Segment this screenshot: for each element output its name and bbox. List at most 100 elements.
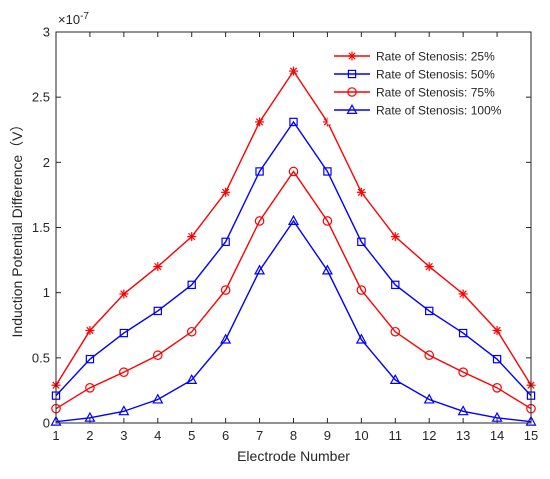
data-point-triangle [389, 373, 401, 384]
data-point-asterisk [458, 289, 468, 299]
asterisk-stroke [459, 290, 467, 298]
data-point-square [347, 69, 357, 79]
asterisk-stroke [188, 232, 196, 241]
x-tick-label: 6 [222, 428, 229, 443]
asterisk-stroke [425, 262, 433, 271]
asterisk-stroke [391, 232, 399, 241]
asterisk-stroke [120, 290, 128, 298]
y-tick-label: 0.5 [32, 350, 50, 365]
data-point-square [425, 306, 434, 316]
x-tick-label: 1 [52, 428, 59, 443]
y-axis-label: Induction Potential Difference（V） [9, 118, 25, 338]
data-point-square [187, 280, 196, 290]
y-tick-label: 2.5 [32, 90, 50, 105]
data-point-square [221, 237, 230, 247]
data-point-triangle [457, 405, 469, 416]
asterisk-stroke [348, 52, 356, 60]
y-axis-exponent-base: ×10 [58, 12, 80, 27]
data-point-circle [119, 367, 129, 377]
data-point-asterisk [85, 325, 95, 335]
data-point-triangle [152, 393, 164, 404]
data-point-triangle [423, 393, 435, 404]
x-tick-label: 13 [456, 428, 470, 443]
data-point-asterisk [424, 262, 434, 272]
data-point-circle [390, 326, 401, 337]
data-point-square [458, 328, 468, 338]
series-line [55, 219, 532, 423]
y-tick-label: 3 [43, 25, 50, 40]
x-tick-label: 5 [188, 428, 195, 443]
legend-label: Rate of Stenosis: 50% [376, 68, 495, 82]
series-2 [51, 117, 536, 400]
data-point-asterisk [356, 187, 366, 197]
data-point-triangle [186, 373, 198, 384]
data-point-circle [152, 350, 163, 361]
data-point-circle [254, 216, 265, 226]
x-tick-label: 4 [154, 428, 161, 443]
y-axis-exponent-power: -7 [80, 11, 89, 22]
data-point-square [323, 167, 332, 176]
data-point-circle [85, 383, 95, 393]
data-point-circle [424, 350, 435, 361]
data-point-circle [288, 166, 299, 177]
data-point-square [391, 280, 400, 290]
x-tick-label: 12 [422, 428, 436, 443]
x-axis-label: Electrode Number [237, 448, 350, 464]
legend-entry-3: Rate of Stenosis: 75% [334, 86, 495, 100]
series-line [55, 170, 532, 410]
data-point-circle [220, 285, 231, 295]
asterisk-stroke [493, 326, 501, 335]
asterisk-stroke [357, 188, 366, 196]
y-axis-exponent: ×10-7 [58, 11, 89, 28]
x-tick-label: 11 [389, 428, 403, 443]
data-point-square [119, 328, 129, 338]
data-point-asterisk [289, 66, 298, 76]
data-point-circle [322, 216, 333, 226]
data-point-circle [458, 367, 468, 377]
data-point-triangle [321, 264, 333, 275]
data-point-circle [347, 87, 357, 97]
series-3 [51, 166, 536, 414]
y-tick-label: 1 [43, 285, 50, 300]
data-point-square [357, 237, 366, 247]
data-point-square [85, 354, 95, 364]
data-point-asterisk [119, 289, 129, 299]
x-tick-label: 14 [490, 428, 504, 443]
legend-label: Rate of Stenosis: 25% [376, 50, 495, 64]
x-tick-label: 3 [120, 428, 127, 443]
data-point-circle [356, 285, 367, 295]
data-point-asterisk [492, 325, 502, 335]
asterisk-stroke [289, 67, 298, 75]
asterisk-stroke [86, 326, 94, 335]
data-point-square [255, 167, 264, 176]
legend-label: Rate of Stenosis: 75% [376, 86, 495, 100]
data-point-triangle [220, 333, 232, 344]
data-point-triangle [355, 333, 367, 344]
data-point-triangle [50, 415, 62, 426]
x-tick-label: 8 [290, 428, 297, 443]
x-tick-label: 10 [354, 428, 368, 443]
legend: Rate of Stenosis: 25% Rate of Stenosis: 5… [327, 43, 523, 125]
legend-entry-2: Rate of Stenosis: 50% [334, 68, 495, 82]
data-point-square [153, 306, 162, 316]
x-tick-label: 2 [86, 428, 93, 443]
data-point-triangle [346, 103, 358, 115]
data-point-circle [492, 383, 502, 393]
legend-label: Rate of Stenosis: 100% [376, 104, 502, 118]
y-tick-label: 2 [43, 155, 50, 170]
data-point-triangle [287, 214, 300, 225]
x-tick-label: 7 [256, 428, 263, 443]
legend-entry-1: Rate of Stenosis: 25% [334, 50, 495, 64]
x-tick-label: 15 [524, 428, 538, 443]
asterisk-stroke [255, 118, 264, 126]
y-tick-label: 1.5 [32, 220, 50, 235]
asterisk-stroke [221, 188, 230, 196]
asterisk-stroke [154, 262, 162, 271]
data-point-asterisk [255, 117, 265, 127]
data-point-triangle [254, 264, 266, 275]
data-point-triangle [118, 405, 130, 416]
data-point-asterisk [347, 51, 357, 61]
x-tick-label: 9 [324, 428, 331, 443]
